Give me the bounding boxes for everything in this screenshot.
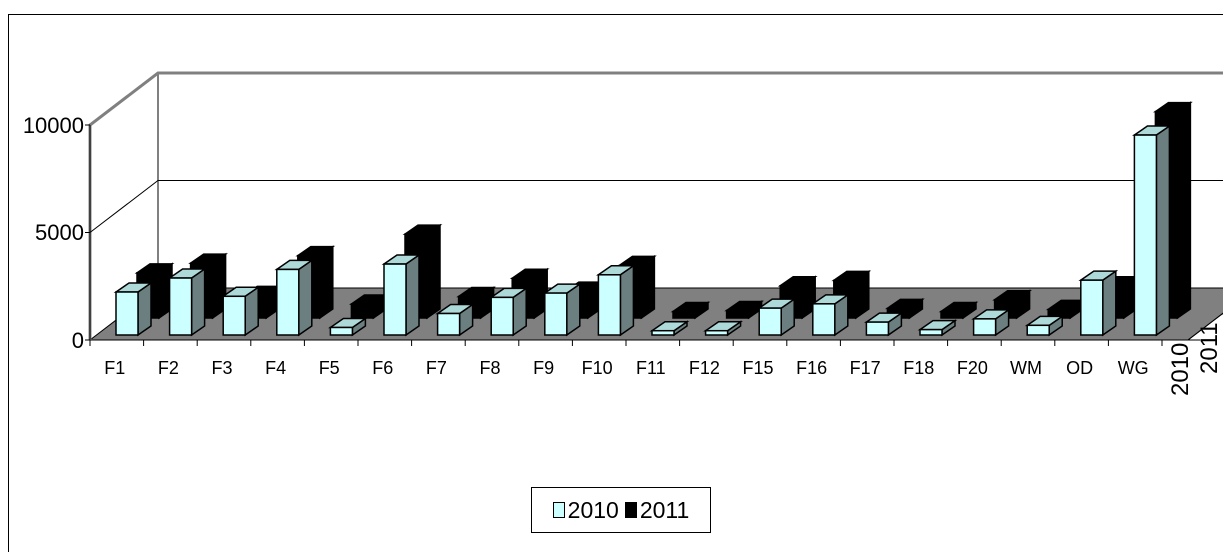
chart-bars [113, 101, 1193, 337]
x-tick-label-F3: F3 [211, 358, 232, 378]
bar-2010-F12 [703, 320, 744, 337]
legend-item-2010: 2010 [552, 496, 619, 524]
x-tick-label-F8: F8 [479, 358, 500, 378]
bar-2010-F1 [113, 281, 154, 337]
legend-item-2011: 2011 [624, 496, 690, 524]
bar-2011-F12 [724, 300, 765, 320]
legend-label-2011: 2011 [639, 496, 690, 523]
bar-2010-F7 [435, 303, 476, 337]
x-tick-label-F9: F9 [533, 358, 554, 378]
x-tick-label-F17: F17 [850, 358, 881, 378]
gridline-5000 [89, 180, 1223, 233]
x-tick-label-F12: F12 [689, 358, 720, 378]
bar-2010-WM [1024, 314, 1065, 337]
bar-2010-F2 [167, 267, 208, 337]
depth-label-2010: 2010 [1167, 343, 1194, 396]
bar-2010-F5 [327, 317, 368, 337]
bar-2010-F15 [756, 297, 797, 337]
y-tick-label-5000: 5000 [35, 220, 84, 245]
bar-2010-F8 [488, 286, 529, 337]
y-tick-label-0: 0 [72, 328, 84, 353]
bar-2010-F3 [220, 285, 261, 337]
x-tick-label-F5: F5 [319, 358, 340, 378]
bar-2011-F11 [670, 301, 711, 320]
bar-2010-F6 [381, 253, 422, 337]
x-tick-label-F2: F2 [158, 358, 179, 378]
legend-swatch-2011 [624, 502, 637, 518]
x-tick-label-F11: F11 [636, 358, 666, 378]
bar-2010-F16 [810, 293, 851, 337]
bar-2010-F18 [917, 319, 958, 337]
x-tick-label-F6: F6 [372, 358, 393, 378]
depth-label-2011: 2011 [1196, 322, 1223, 374]
bar-2011-F18 [938, 301, 979, 320]
x-tick-label-F1: F1 [104, 358, 125, 378]
legend: 2010 2011 [531, 487, 711, 533]
x-tick-label-F18: F18 [903, 358, 934, 378]
x-tick-label-F20: F20 [957, 358, 988, 378]
legend-label-2010: 2010 [567, 496, 619, 523]
bar-2010-F10 [595, 264, 636, 337]
x-tick-label-WM: WM [1010, 358, 1042, 378]
bar-2010-F11 [649, 320, 690, 337]
chart-frame [8, 14, 1223, 552]
x-tick-label-F15: F15 [742, 358, 773, 378]
x-tick-label-F16: F16 [796, 358, 827, 378]
x-tick-label-F4: F4 [265, 358, 286, 378]
legend-swatch-2010 [552, 502, 565, 518]
bar-2010-F20 [971, 308, 1012, 337]
bar-2010-F17 [863, 311, 904, 337]
x-tick-label-F7: F7 [426, 358, 447, 378]
bar-2010-F9 [542, 282, 583, 337]
bar-2010-F4 [274, 258, 315, 337]
x-tick-label-F10: F10 [582, 358, 613, 378]
chart-labels: 0 5000 10000 2010 2011 F1 F2 F3 F4 F5 F6 F7 F8 F… [23, 113, 1223, 396]
x-tick-label-WG: WG [1118, 358, 1149, 378]
bar-2010-OD [1078, 269, 1119, 337]
bar-2010-WG [1131, 124, 1172, 337]
y-tick-label-10000: 10000 [23, 113, 84, 138]
x-tick-label-OD: OD [1066, 358, 1093, 378]
